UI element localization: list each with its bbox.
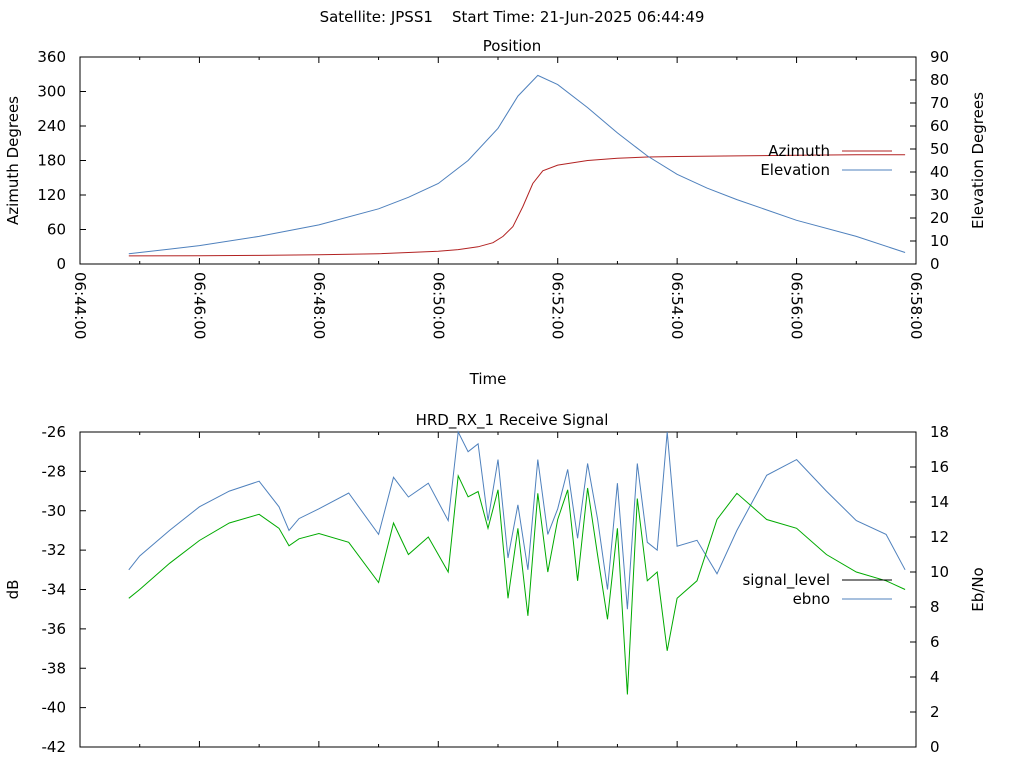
position-y2-tick-label: 0	[930, 255, 940, 273]
position-y-tick-label: 60	[47, 221, 66, 239]
position-legend-label: Elevation	[760, 161, 830, 179]
signal-y2-tick-label: 8	[930, 598, 940, 616]
position-y2-axis-label: Elevation Degrees	[969, 92, 987, 229]
start-time-label: Start Time: 21-Jun-2025 06:44:49	[451, 8, 705, 26]
position-y-tick-label: 120	[37, 186, 66, 204]
position-y2-tick-label: 80	[930, 71, 949, 89]
position-y-tick-label: 0	[56, 255, 66, 273]
signal-y-tick-label: -34	[42, 581, 67, 599]
signal-y2-tick-label: 10	[930, 563, 949, 581]
satellite-label: Satellite: JPSS1	[319, 8, 433, 26]
signal-chart-title: HRD_RX_1 Receive Signal	[415, 411, 609, 429]
position-y-tick-label: 180	[37, 152, 66, 170]
position-y-tick-label: 360	[37, 48, 66, 66]
signal-series-signal-level-line	[128, 430, 906, 610]
position-x-tick-label: 06:46:00	[190, 272, 208, 339]
signal-plot-frame	[79, 431, 917, 748]
signal-y-axis-label: dB	[4, 580, 22, 600]
position-legend-label: Azimuth	[768, 142, 830, 160]
position-series-elevation-line	[128, 74, 906, 255]
signal-y-tick-label: -36	[42, 620, 67, 638]
signal-y-tick-label: -28	[42, 462, 67, 480]
position-chart: 06:44:00 06:46:00 06:48:00 06:50:00 06:52:00…	[4, 48, 987, 388]
position-x-tick-label: 06:54:00	[668, 272, 686, 339]
position-y2-tick-label: 40	[930, 163, 949, 181]
position-series-azimuth-line	[128, 154, 906, 257]
position-chart-title: Position	[482, 37, 542, 55]
position-x-tick-label: 06:50:00	[429, 272, 447, 339]
position-x-tick-label: 06:52:00	[549, 272, 567, 339]
signal-y-tick-label: -40	[42, 699, 67, 717]
position-y2-tick-label: 70	[930, 94, 949, 112]
position-x-axis-label: Time	[469, 370, 507, 388]
position-y-axis-label: Azimuth Degrees	[4, 96, 22, 225]
position-y-tick-label: 300	[37, 83, 66, 101]
signal-y2-tick-label: 12	[930, 528, 949, 546]
signal-y2-tick-label: 4	[930, 668, 940, 686]
signal-y-tick-label: -42	[42, 738, 67, 756]
signal-series-ebno-line	[128, 473, 906, 695]
position-y2-tick-label: 90	[930, 48, 949, 66]
signal-y2-tick-label: 2	[930, 703, 940, 721]
position-y2-tick-label: 60	[930, 117, 949, 135]
position-y2-tick-label: 30	[930, 186, 949, 204]
position-x-tick-label: 06:44:00	[71, 272, 89, 339]
signal-y-tick-label: -26	[42, 423, 67, 441]
signal-y2-axis-label: Eb/No	[969, 567, 987, 611]
signal-y2-tick-label: 14	[930, 493, 949, 511]
signal-y2-tick-label: 6	[930, 633, 940, 651]
signal-legend-label: signal_level	[742, 571, 830, 590]
receive-signal-chart: -26 -28 -30 -32 -34 -36 -38 -40 -42 0 2 4 6 8 10 12 14 16…	[4, 423, 987, 756]
position-y2-tick-label: 20	[930, 209, 949, 227]
position-y-tick-label: 240	[37, 117, 66, 135]
position-y2-tick-label: 50	[930, 140, 949, 158]
position-x-tick-label: 06:48:00	[310, 272, 328, 339]
position-y2-tick-label: 10	[930, 232, 949, 250]
chart-main-title: Satellite: JPSS1 Start Time: 21-Jun-2025…	[0, 8, 1024, 26]
signal-y-tick-label: -32	[42, 541, 67, 559]
position-x-tick-label: 06:58:00	[907, 272, 925, 339]
signal-y2-tick-label: 16	[930, 458, 949, 476]
signal-y-tick-label: -30	[42, 502, 67, 520]
signal-y2-tick-label: 18	[930, 423, 949, 441]
position-x-tick-label: 06:56:00	[788, 272, 806, 339]
signal-y-tick-label: -38	[42, 659, 67, 677]
signal-legend-label: ebno	[793, 590, 830, 608]
signal-y2-tick-label: 0	[930, 738, 940, 756]
